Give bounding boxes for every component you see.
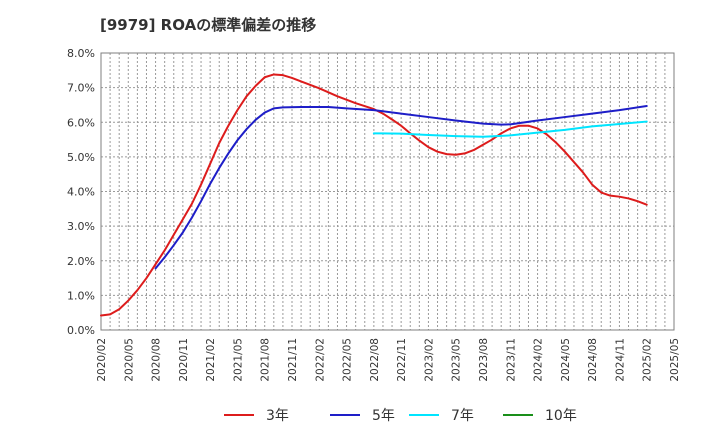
series-line-5年 (154, 104, 648, 270)
series-line-7年 (372, 120, 648, 138)
x-tick-label: 2022/02 (314, 338, 326, 382)
x-tick-label: 2020/11 (178, 338, 190, 382)
x-tick-label: 2024/02 (533, 338, 545, 382)
x-tick-label: 2023/11 (505, 338, 517, 382)
y-tick-label: 5.0% (67, 151, 95, 164)
x-tick-label: 2022/05 (342, 338, 354, 382)
legend-label: 3年 (266, 408, 289, 424)
y-tick-label: 2.0% (67, 255, 95, 268)
x-tick-label: 2022/11 (396, 338, 408, 382)
y-tick-label: 1.0% (67, 289, 95, 302)
plot-border (100, 52, 675, 331)
x-tick-label: 2024/08 (587, 338, 599, 382)
x-tick-label: 2021/08 (260, 338, 272, 382)
x-tick-label: 2020/02 (96, 338, 108, 382)
legend-label: 5年 (372, 408, 395, 424)
x-tick-label: 2024/11 (614, 338, 626, 382)
x-tick-label: 2023/08 (478, 338, 490, 382)
chart-title: [9979] ROAの標準偏差の推移 (100, 16, 317, 34)
x-tick-label: 2022/08 (369, 338, 381, 382)
x-tick-label: 2025/02 (642, 338, 654, 382)
legend-label: 10年 (545, 408, 577, 424)
y-tick-label: 0.0% (67, 324, 95, 337)
y-tick-label: 6.0% (67, 116, 95, 129)
x-tick-label: 2023/02 (423, 338, 435, 382)
x-tick-label: 2020/05 (123, 338, 135, 382)
x-tick-label: 2025/05 (669, 338, 681, 382)
series-line-3年 (100, 73, 648, 317)
legend-label: 7年 (451, 408, 474, 424)
y-tick-label: 7.0% (67, 82, 95, 95)
y-tick-label: 3.0% (67, 220, 95, 233)
x-tick-label: 2023/05 (451, 338, 463, 382)
y-tick-label: 8.0% (67, 47, 95, 60)
x-tick-label: 2021/02 (205, 338, 217, 382)
x-tick-label: 2021/11 (287, 338, 299, 382)
y-tick-label: 4.0% (67, 186, 95, 199)
x-tick-label: 2020/08 (151, 338, 163, 382)
x-tick-label: 2021/05 (232, 338, 244, 382)
x-tick-label: 2024/05 (560, 338, 572, 382)
